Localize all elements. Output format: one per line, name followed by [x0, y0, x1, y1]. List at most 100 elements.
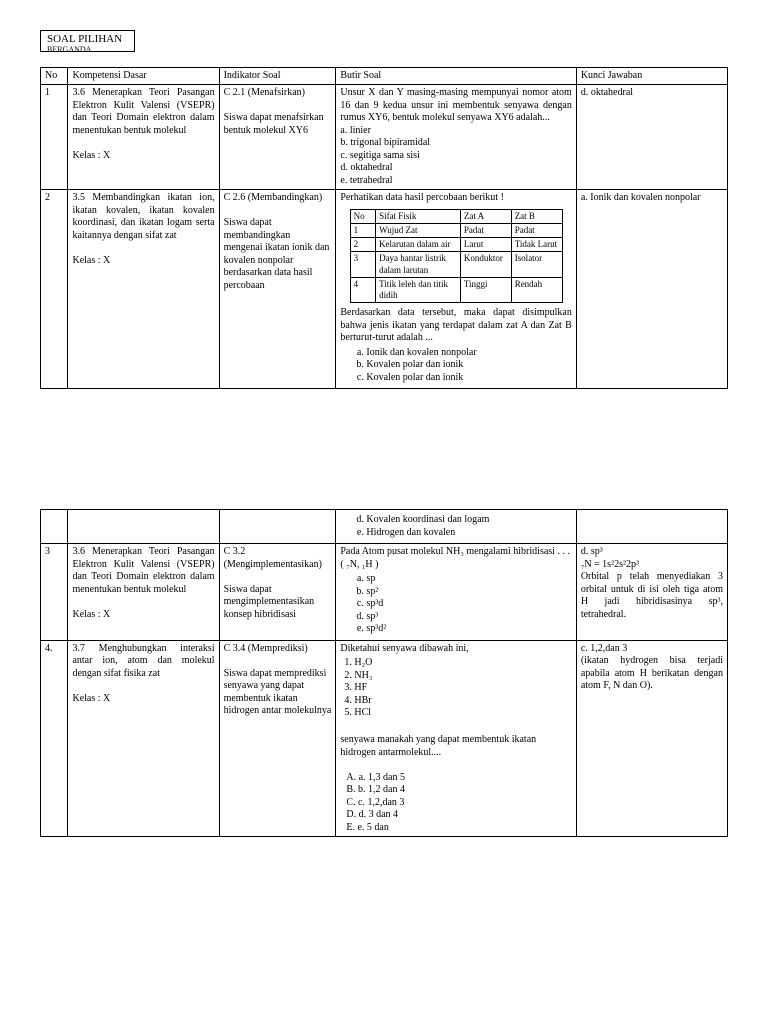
kd-text: 3.6 Menerapkan Teori Pasangan Elektron K… — [72, 546, 214, 596]
inner-td: Kelarutan dalam air — [376, 238, 461, 252]
opt-c: c. segitiga sama sisi — [340, 150, 571, 163]
butir-intro: Diketahui senyawa dibawah ini, — [340, 643, 571, 656]
ind-code: C 2.1 (Menafsirkan) — [224, 87, 332, 100]
kunci-ans: d. sp³ — [581, 546, 723, 559]
th-no: No — [41, 67, 68, 85]
kd-text: 3.7 Menghubungkan interaksi antar ion, a… — [72, 643, 214, 681]
doc-title-box: SOAL PILIHAN BERGANDA — [40, 30, 135, 52]
butir-q: senyawa manakah yang dapat membentuk ika… — [340, 734, 571, 759]
cell-ind: C 3.4 (Memprediksi) Siswa dapat mempredi… — [219, 640, 336, 837]
butir-intro: Unsur X dan Y masing-masing mempunyai no… — [340, 87, 571, 125]
cell-butir: Kovalen koordinasi dan logam Hidrogen da… — [336, 510, 576, 544]
kunci-config: ₇N = 1s²2s²2p³ — [581, 559, 723, 572]
inner-td: Rendah — [511, 277, 562, 303]
inner-th: No — [350, 209, 375, 223]
inner-th: Zat B — [511, 209, 562, 223]
cell-kunci: d. sp³ ₇N = 1s²2s²2p³ Orbital p telah me… — [576, 544, 727, 641]
opt-a: Ionik dan kovalen nonpolar — [366, 347, 571, 360]
ind-body: Siswa dapat mengimplementasikan konsep h… — [224, 584, 332, 622]
opt-c: Kovalen polar dan ionik — [366, 372, 571, 385]
butir-intro: Pada Atom pusat molekul NH₃ mengalami hi… — [340, 546, 571, 571]
table-row: 3 3.6 Menerapkan Teori Pasangan Elektron… — [41, 544, 728, 641]
inner-td: 1 — [350, 223, 375, 237]
inner-td: 3 — [350, 252, 375, 278]
cell-no: 4. — [41, 640, 68, 837]
cell-no: 1 — [41, 85, 68, 190]
cell-kd: 3.7 Menghubungkan interaksi antar ion, a… — [68, 640, 219, 837]
opt-c: sp³d — [366, 598, 571, 611]
table-row: 2 3.5 Membandingkan ikatan ion, ikatan k… — [41, 190, 728, 389]
opt-a: a. 1,3 dan 5 — [359, 772, 405, 783]
kelas-text: Kelas : X — [72, 150, 214, 163]
cell-kunci: c. 1,2,dan 3 (ikatan hydrogen bisa terja… — [576, 640, 727, 837]
comp-1: H₂O — [354, 657, 571, 670]
butir-after: Berdasarkan data tersebut, maka dapat di… — [340, 307, 571, 345]
opt-e: e. 5 dan — [357, 822, 388, 833]
opt-a: a. linier — [340, 125, 571, 138]
opt-e: sp³d² — [366, 623, 571, 636]
inner-table: No Sifat Fisik Zat A Zat B 1Wujud ZatPad… — [350, 209, 563, 304]
cell-ind: C 2.6 (Membandingkan) Siswa dapat memban… — [219, 190, 336, 389]
kunci-expl: Orbital p telah menyediakan 3 orbital un… — [581, 571, 723, 621]
butir-intro: Perhatikan data hasil percobaan berikut … — [340, 192, 571, 205]
inner-td: Isolator — [511, 252, 562, 278]
inner-td: Tinggi — [460, 277, 511, 303]
inner-th: Zat A — [460, 209, 511, 223]
ind-body: Siswa dapat memprediksi senyawa yang dap… — [224, 668, 332, 718]
cell-kd: 3.6 Menerapkan Teori Pasangan Elektron K… — [68, 85, 219, 190]
opt-e: e. tetrahedral — [340, 175, 571, 188]
inner-td: Padat — [460, 223, 511, 237]
kd-text: 3.6 Menerapkan Teori Pasangan Elektron K… — [72, 87, 214, 137]
cell-kunci: a. Ionik dan kovalen nonpolar — [576, 190, 727, 389]
kd-text: 3.5 Membandingkan ikatan ion, ikatan kov… — [72, 192, 214, 242]
th-ind: Indikator Soal — [219, 67, 336, 85]
main-table-1: No Kompetensi Dasar Indikator Soal Butir… — [40, 67, 728, 390]
table-row: 1 3.6 Menerapkan Teori Pasangan Elektron… — [41, 85, 728, 190]
kelas-text: Kelas : X — [72, 693, 214, 706]
cell-kunci: d. oktahedral — [576, 85, 727, 190]
kelas-text: Kelas : X — [72, 609, 214, 622]
inner-td: Larut — [460, 238, 511, 252]
inner-td: Wujud Zat — [376, 223, 461, 237]
ind-code: C 3.4 (Memprediksi) — [224, 643, 332, 656]
th-kunci: Kunci Jawaban — [576, 67, 727, 85]
opt-b: sp² — [366, 586, 571, 599]
cell-no: 3 — [41, 544, 68, 641]
cell-kd: 3.5 Membandingkan ikatan ion, ikatan kov… — [68, 190, 219, 389]
opt-e: Hidrogen dan kovalen — [366, 527, 571, 540]
opt-b: b. trigonal bipiramidal — [340, 137, 571, 150]
opt-c: c. 1,2,dan 3 — [358, 797, 404, 808]
cell-no: 2 — [41, 190, 68, 389]
table-row: Kovalen koordinasi dan logam Hidrogen da… — [41, 510, 728, 544]
opt-d: d. oktahedral — [340, 162, 571, 175]
comp-4: HBr — [354, 695, 571, 708]
ind-code: C 3.2 (Mengimplementasikan) — [224, 546, 332, 571]
inner-td: Konduktor — [460, 252, 511, 278]
th-kd: Kompetensi Dasar — [68, 67, 219, 85]
inner-td: 4 — [350, 277, 375, 303]
th-butir: Butir Soal — [336, 67, 576, 85]
ind-body: Siswa dapat membandingkan mengenai ikata… — [224, 217, 332, 292]
cell-kunci — [576, 510, 727, 544]
cell-kd — [68, 510, 219, 544]
cell-butir: Diketahui senyawa dibawah ini, H₂O NH₃ H… — [336, 640, 576, 837]
ind-code: C 2.6 (Membandingkan) — [224, 192, 332, 205]
comp-2: NH₃ — [354, 670, 571, 683]
inner-td: Tidak Larut — [511, 238, 562, 252]
opt-d: d. 3 dan 4 — [359, 809, 398, 820]
table-row: 4. 3.7 Menghubungkan interaksi antar ion… — [41, 640, 728, 837]
inner-td: 2 — [350, 238, 375, 252]
cell-butir: Unsur X dan Y masing-masing mempunyai no… — [336, 85, 576, 190]
ind-body: Siswa dapat menafsirkan bentuk molekul X… — [224, 112, 332, 137]
inner-th: Sifat Fisik — [376, 209, 461, 223]
cell-ind — [219, 510, 336, 544]
kunci-expl: (ikatan hydrogen bisa terjadi apabila at… — [581, 655, 723, 693]
kunci-ans: c. 1,2,dan 3 — [581, 643, 723, 656]
cell-ind: C 2.1 (Menafsirkan) Siswa dapat menafsir… — [219, 85, 336, 190]
opt-b: Kovalen polar dan ionik — [366, 359, 571, 372]
cell-kd: 3.6 Menerapkan Teori Pasangan Elektron K… — [68, 544, 219, 641]
comp-3: HF — [354, 682, 571, 695]
opt-b: b. 1,2 dan 4 — [358, 784, 405, 795]
cell-butir: Pada Atom pusat molekul NH₃ mengalami hi… — [336, 544, 576, 641]
opt-a: sp — [366, 573, 571, 586]
